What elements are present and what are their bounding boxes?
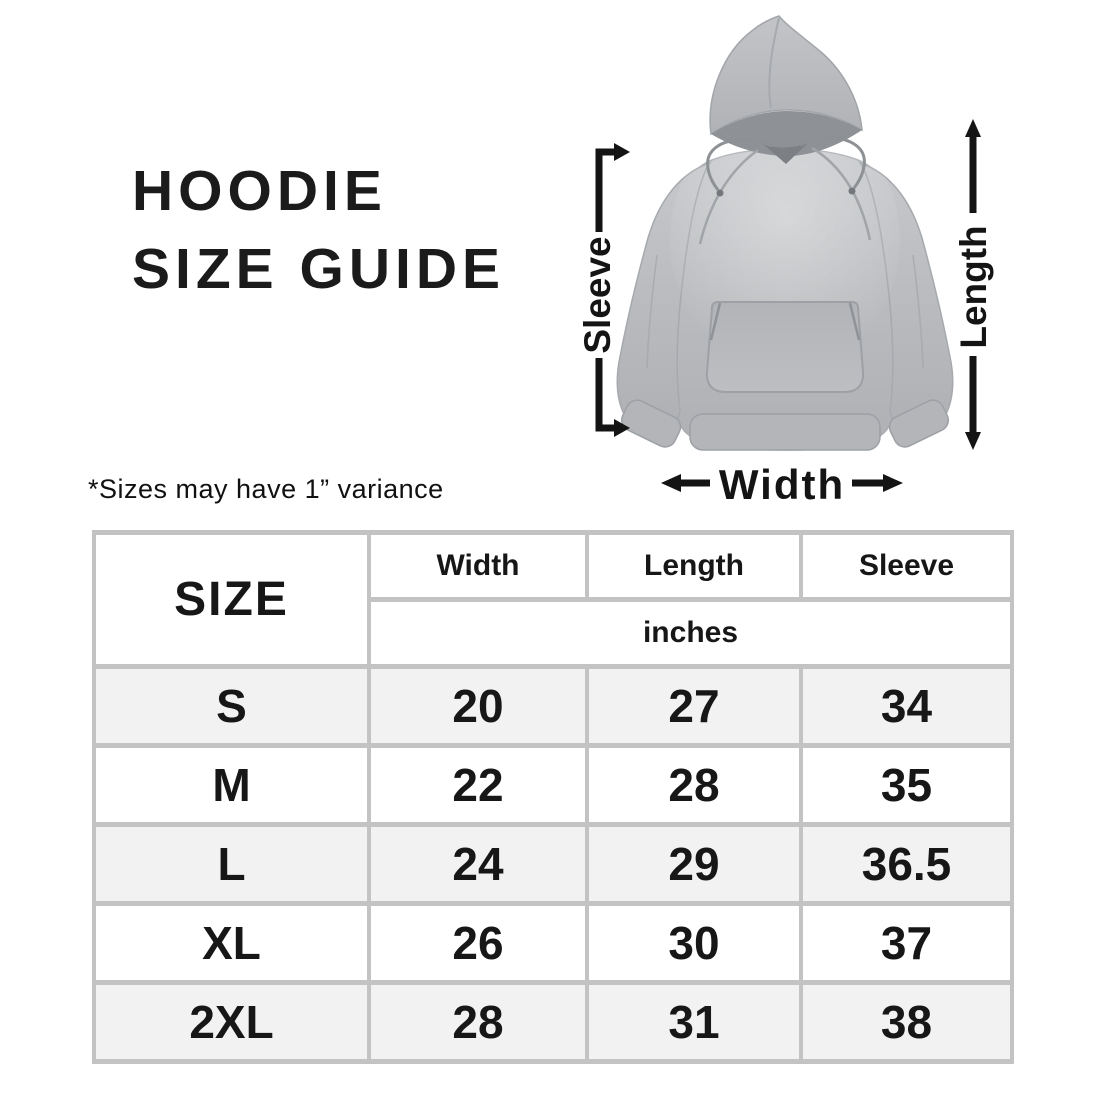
- length-cell: 27: [585, 664, 803, 748]
- width-column-header: Width: [367, 530, 589, 602]
- page-title-line1: HOODIE: [132, 159, 387, 223]
- table-row-xl: XL 26 30 37: [92, 901, 1014, 985]
- size-cell: XL: [92, 901, 371, 985]
- size-column-header: SIZE: [92, 530, 371, 669]
- unit-header-row: inches: [94, 597, 1014, 669]
- width-cell: 28: [367, 980, 589, 1064]
- length-arrowhead-top: [965, 119, 981, 137]
- sleeve-column-header: Sleeve: [799, 530, 1014, 602]
- table-row-l: L 24 29 36.5: [92, 822, 1014, 906]
- width-cell: 26: [367, 901, 589, 985]
- size-cell: S: [92, 664, 371, 748]
- width-arrowhead-left: [661, 474, 681, 492]
- sleeve-cell: 34: [799, 664, 1014, 748]
- sleeve-cell: 36.5: [799, 822, 1014, 906]
- length-axis-label: Length: [953, 225, 994, 348]
- width-cell: 22: [367, 743, 589, 827]
- page-title-line2: SIZE GUIDE: [132, 237, 506, 301]
- sleeve-arrowhead-top: [614, 143, 630, 161]
- size-cell: L: [92, 822, 371, 906]
- sleeve-axis-label: Sleeve: [577, 236, 618, 353]
- length-arrowhead-bottom: [965, 432, 981, 450]
- page-title: HOODIE SIZE GUIDE: [132, 152, 505, 308]
- sleeve-cell: 35: [799, 743, 1014, 827]
- size-table: SIZE Width Length Sleeve inches S 20 27 …: [92, 530, 1014, 1064]
- size-cell: M: [92, 743, 371, 827]
- sleeve-cell: 37: [799, 901, 1014, 985]
- table-row-2xl: 2XL 28 31 38: [92, 980, 1014, 1064]
- sleeve-arrowhead-bottom: [614, 419, 630, 437]
- column-header-row: SIZE Width Length Sleeve: [92, 530, 1014, 669]
- length-cell: 28: [585, 743, 803, 827]
- length-cell: 29: [585, 822, 803, 906]
- length-column-header: Length: [585, 530, 803, 602]
- length-cell: 30: [585, 901, 803, 985]
- hoodie-illustration: [616, 15, 954, 451]
- width-arrowhead-right: [883, 474, 903, 492]
- width-cell: 20: [367, 664, 589, 748]
- size-cell: 2XL: [92, 980, 371, 1064]
- table-row-s: S 20 27 34: [92, 664, 1014, 748]
- sleeve-cell: 38: [799, 980, 1014, 1064]
- hoodie-measurement-diagram: Sleeve Length Width: [577, 15, 994, 508]
- sleeve-arrow-icon: [595, 148, 614, 432]
- table-row-m: M 22 28 35: [92, 743, 1014, 827]
- unit-header: inches: [367, 597, 1014, 669]
- width-axis-label: Width: [719, 461, 845, 508]
- length-cell: 31: [585, 980, 803, 1064]
- variance-note: *Sizes may have 1” variance: [88, 474, 444, 504]
- width-cell: 24: [367, 822, 589, 906]
